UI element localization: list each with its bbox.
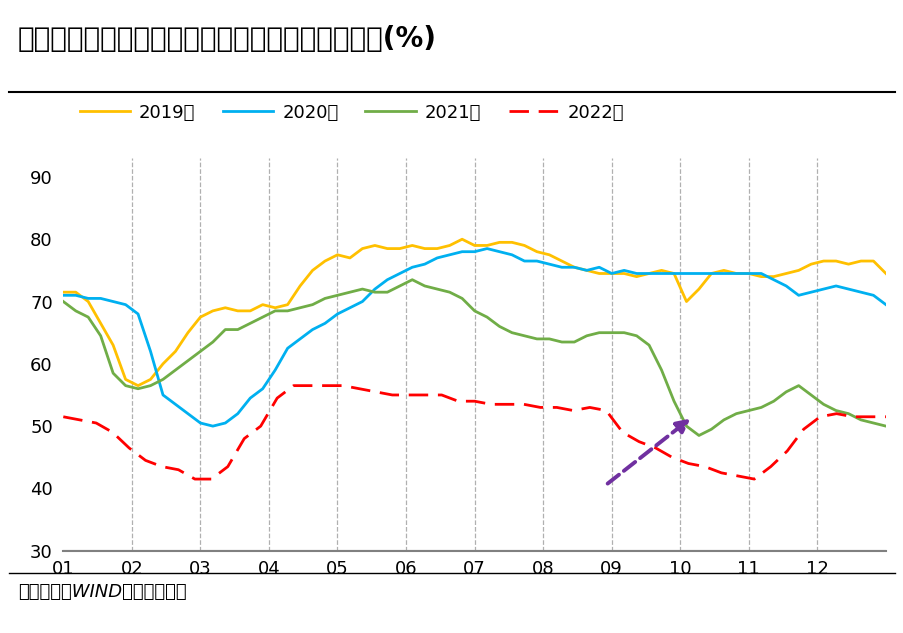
Text: 资料来源：WIND，财信研究院: 资料来源：WIND，财信研究院 — [18, 583, 187, 601]
Text: 图２：８月以来全国主要螺纹钢厂开工率持续回升(%): 图２：８月以来全国主要螺纹钢厂开工率持续回升(%) — [18, 25, 436, 53]
Legend: 2019年, 2020年, 2021年, 2022年: 2019年, 2020年, 2021年, 2022年 — [72, 97, 631, 129]
